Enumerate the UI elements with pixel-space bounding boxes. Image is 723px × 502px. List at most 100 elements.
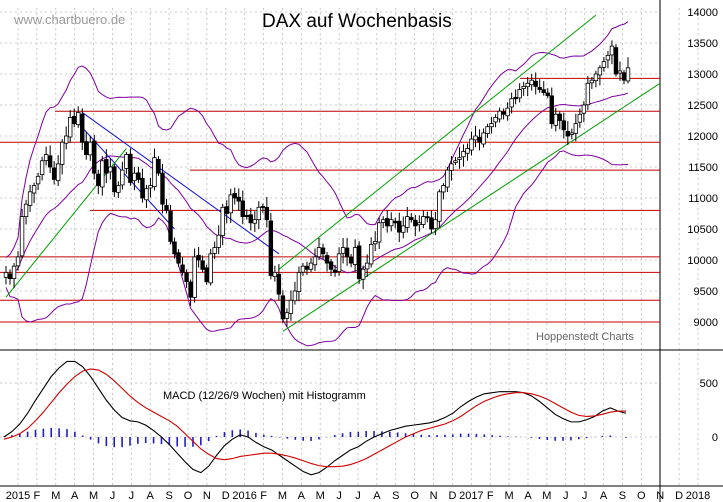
candle-body [232,193,237,199]
candle-body [276,273,282,295]
candle-body [481,132,486,145]
candle-body [441,185,446,193]
candle-body [465,147,470,154]
candle-body [360,268,366,280]
candle-body [573,123,579,134]
x-month-label: A [71,490,79,502]
candle-body [409,217,414,221]
y-tick-label: 14000 [687,7,718,19]
candle-body [47,155,53,168]
candle-body [43,154,49,162]
candle-body [100,160,105,188]
candle-body [332,269,338,273]
candle-body [112,166,117,193]
x-month-label: S [619,490,626,502]
candle-body [19,216,25,257]
candle-body [31,185,37,194]
candle-body [172,241,177,255]
candle-body [308,262,314,270]
candle-body [11,265,17,279]
bollinger-band-line [5,150,629,347]
x-month-label: N [656,490,664,502]
candle-body [196,254,201,261]
candle-body [393,220,398,224]
candle-body [425,216,430,219]
candle-body [385,218,390,227]
candle-body [35,175,41,185]
candle-body [364,262,370,270]
candle-body [312,256,318,266]
candle-body [605,55,611,61]
candle-body [593,73,599,82]
x-month-label: A [373,490,381,502]
candle-body [613,47,619,75]
candle-body [236,196,241,202]
candle-body [513,96,518,100]
candle-body [553,113,558,126]
y-tick-label: 13000 [687,69,718,81]
x-month-label: J [563,490,569,502]
channel-line [282,82,661,332]
candle-body [565,130,571,137]
candle-body [3,271,9,278]
candle-body [421,216,426,225]
x-month-label: A [298,490,306,502]
candle-body [397,220,402,233]
candle-body [160,172,165,205]
signal-line [3,368,626,468]
y-tick-label: 13500 [687,38,718,50]
candle-body [477,136,482,143]
x-month-label: S [392,490,399,502]
candle-body [256,206,262,221]
x-month-label: M [51,490,60,502]
candle-body [120,169,125,186]
candle-body [489,123,494,128]
candle-body [569,132,575,135]
y-tick-label: 12500 [687,100,718,112]
candle-body [59,141,65,165]
candle-body [589,79,595,84]
candle-body [457,157,462,160]
y-tick-label: 11000 [688,193,718,205]
candle-body [184,272,189,283]
candle-body [340,247,346,254]
candle-body [96,173,101,187]
candle-body [356,245,362,279]
candle-body [581,104,587,114]
candle-body [292,290,298,302]
candle-body [497,110,502,120]
candle-body [348,256,354,264]
candle-body [469,138,474,151]
candle-body [625,67,631,82]
x-month-label: J [110,490,116,502]
x-month-label: M [278,490,287,502]
candle-body [76,112,81,126]
candle-body [521,86,526,89]
channel-line [278,14,597,270]
candle-body [505,107,510,117]
candle-body [220,206,225,236]
candle-body [545,92,550,97]
candle-body [216,234,221,248]
candle-body [228,194,233,214]
candle-body [533,80,538,87]
candle-body [577,113,583,123]
candle-body [389,219,394,227]
x-month-label: M [89,490,98,502]
candle-body [525,82,530,88]
x-month-label: A [600,490,608,502]
candle-body [192,256,197,298]
candle-body [260,206,266,208]
candle-body [7,273,13,280]
candle-body [352,247,358,265]
candle-body [23,203,29,218]
candle-body [168,210,173,242]
candle-body [280,295,286,320]
candle-body [148,185,153,189]
time-axis: 2015 F M A M J J A S O N D 2016 F M A M J J A S O N D 2017 F M A M J J… [6,490,710,502]
x-month-label: O [184,490,193,502]
candle-body [453,160,458,163]
candle-body [27,191,33,206]
x-month-label: M [505,490,514,502]
candle-body [252,219,257,224]
